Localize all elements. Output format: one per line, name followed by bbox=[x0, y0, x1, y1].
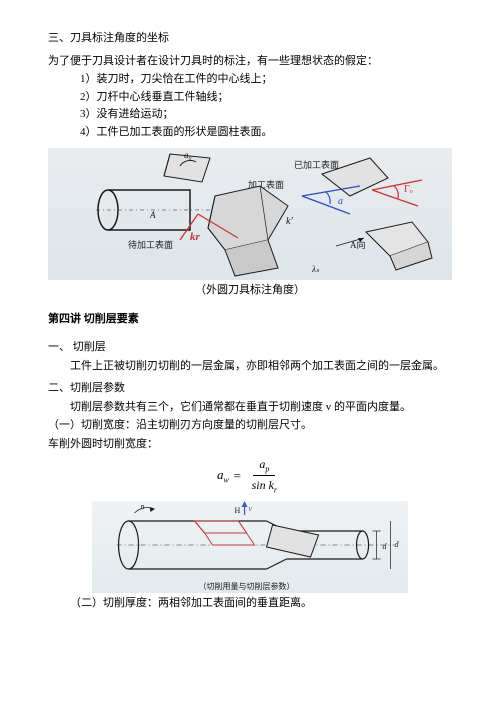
svg-text:a₀: a₀ bbox=[184, 150, 192, 160]
svg-text:Γₒ: Γₒ bbox=[404, 184, 413, 195]
svg-text:k': k' bbox=[286, 216, 293, 227]
assumption-list: 1）装刀时，刀尖恰在工件的中心线上； 2）刀杆中心线垂直工件轴线； 3）没有进给… bbox=[48, 71, 452, 140]
lecture-4-title: 第四讲 切削层要素 bbox=[48, 311, 452, 328]
svg-text:A: A bbox=[149, 210, 156, 220]
sec-1-head: 一、 切削层 bbox=[48, 339, 452, 356]
figure-2: v H d d n （切削用量与切削层参数） bbox=[92, 501, 407, 593]
svg-text:d: d bbox=[383, 542, 388, 551]
sec-2-head: 二、切削层参数 bbox=[48, 380, 452, 397]
svg-text:A向: A向 bbox=[350, 239, 366, 250]
formula-aw: aw = ap sin kr bbox=[48, 455, 452, 497]
figure-1: A 待加工表面 加工表面 已加工表面 a₀ kr k' a Γₒ A bbox=[48, 148, 452, 280]
list-item: 1）装刀时，刀尖恰在工件的中心线上； bbox=[80, 71, 452, 88]
svg-text:v: v bbox=[249, 504, 253, 513]
sec-2-item2: （二）切削厚度：两相邻加工表面间的垂直距离。 bbox=[48, 595, 452, 612]
sec-2-item1: （一）切削宽度：沿主切削刃方向度量的切削层尺寸。 bbox=[48, 417, 452, 434]
svg-text:n: n bbox=[141, 502, 145, 511]
svg-text:（切削用量与切削层参数）: （切削用量与切削层参数） bbox=[199, 581, 295, 591]
section-3-intro: 为了便于刀具设计者在设计刀具时的标注，有一些理想状态的假定： bbox=[48, 53, 452, 70]
svg-text:λₛ: λₛ bbox=[311, 264, 320, 274]
sec-2-intro: 切削层参数共有三个，它们通常都在垂直于切削速度 v 的平面内度量。 bbox=[48, 399, 452, 416]
svg-text:d: d bbox=[395, 540, 400, 549]
diagram-cutting-layer: v H d d n （切削用量与切削层参数） bbox=[92, 501, 407, 593]
svg-text:a: a bbox=[338, 196, 343, 207]
sec-2-note: 车削外圆时切削宽度： bbox=[48, 436, 452, 453]
list-item: 2）刀杆中心线垂直工件轴线； bbox=[80, 89, 452, 106]
label-toprocess: 待加工表面 bbox=[128, 239, 173, 250]
diagram-tool-angles: A 待加工表面 加工表面 已加工表面 a₀ kr k' a Γₒ A bbox=[48, 148, 452, 280]
svg-text:kr: kr bbox=[190, 231, 201, 243]
label-processed: 已加工表面 bbox=[294, 159, 339, 170]
list-item: 3）没有进给运动； bbox=[80, 106, 452, 123]
section-3-title: 三、刀具标注角度的坐标 bbox=[48, 30, 452, 47]
sec-1-body: 工件上正被切削刃切削的一层金属，亦即相邻两个加工表面之间的一层金属。 bbox=[48, 358, 452, 375]
svg-text:H: H bbox=[235, 506, 241, 515]
list-item: 4）工件已加工表面的形状是圆柱表面。 bbox=[80, 124, 452, 141]
figure-1-caption: （外圆刀具标注角度） bbox=[48, 282, 452, 299]
